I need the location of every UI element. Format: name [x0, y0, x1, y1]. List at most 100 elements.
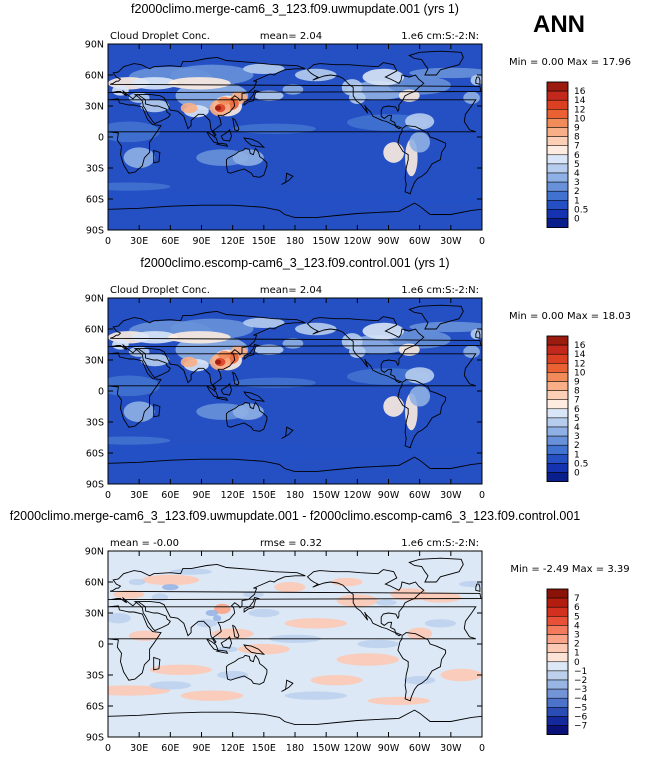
colorbar-label: 16	[574, 341, 586, 351]
coastline	[153, 656, 161, 671]
field-blob	[232, 377, 316, 388]
lon-tick-label: 30E	[130, 236, 148, 247]
field-blob	[398, 343, 420, 356]
colorbar-box	[546, 344, 569, 355]
colorbar-box	[546, 444, 569, 455]
field-blob	[409, 385, 431, 407]
field-blob	[108, 190, 482, 208]
lon-tick-label: 60E	[161, 236, 179, 247]
lon-tick-label: 120W	[344, 743, 372, 754]
field-blob	[131, 77, 178, 90]
lon-tick-label: 0	[105, 236, 111, 247]
colorbar-label: 6	[574, 603, 580, 613]
field-blob	[282, 338, 304, 349]
colorbar-label: 14	[574, 96, 586, 106]
lon-tick-label: 90E	[192, 490, 210, 501]
colorbar-box	[546, 688, 569, 699]
colorbar-label: 2	[574, 640, 580, 650]
coastline	[108, 605, 477, 681]
panel-group: f2000climo.merge-cam6_3_123.f09.uwmupdat…	[10, 2, 631, 754]
panel-units-label: 1.e6 cm:S:-2:N:	[401, 538, 479, 549]
field-blob	[284, 691, 347, 700]
colorbar-box	[546, 390, 569, 400]
field-blob	[213, 603, 231, 615]
field-blob	[398, 89, 420, 102]
coastline	[108, 98, 477, 174]
coastline	[206, 131, 219, 144]
field-blob	[463, 345, 480, 358]
colorbar-label: −2	[574, 676, 587, 686]
coastline	[108, 56, 482, 137]
lon-tick-label: 0	[105, 743, 111, 754]
field-blob	[170, 568, 212, 575]
field-blob	[217, 646, 238, 653]
lat-tick-label: 60N	[85, 578, 104, 589]
field-layer	[108, 298, 482, 484]
colorbar-box	[546, 381, 569, 391]
colorbar-label: 6	[574, 151, 580, 161]
colorbar-box	[546, 716, 569, 726]
coastline	[215, 649, 229, 654]
field-blob	[383, 396, 405, 417]
season-label: ANN	[533, 11, 585, 38]
lat-tick-label: 30N	[85, 102, 104, 113]
field-blob	[404, 676, 436, 685]
coastline	[225, 401, 268, 432]
map-panel-1: f2000climo.merge-cam6_3_123.f09.uwmupdat…	[85, 2, 631, 247]
colorbar-label: 1	[574, 649, 580, 659]
lat-tick-label: 90S	[86, 733, 104, 744]
coastline	[475, 583, 481, 592]
lon-tick-label: 120E	[221, 236, 245, 247]
colorbar-box	[546, 679, 569, 690]
coastline	[243, 137, 266, 148]
map-panel-2: f2000climo.escomp-cam6_3_123.f09.control…	[85, 256, 631, 501]
field-blob	[274, 582, 306, 593]
coastline	[232, 371, 240, 386]
field-blob	[131, 331, 178, 344]
min-max-label: Min = 0.00 Max = 17.96	[509, 57, 631, 68]
field-blob	[243, 591, 264, 598]
lat-tick-label: 0	[98, 640, 104, 651]
field-blob	[108, 613, 131, 624]
lon-tick-label: 90W	[378, 236, 400, 247]
field-blob	[243, 63, 285, 74]
lat-tick-label: 30S	[86, 418, 104, 429]
colorbar-label: −1	[574, 667, 587, 677]
field-blob	[180, 102, 198, 114]
lon-tick-label: 150E	[252, 236, 276, 247]
colorbar-box	[546, 172, 569, 183]
colorbar-box	[546, 109, 569, 119]
colorbar-label: 1	[574, 196, 580, 206]
field-blob	[419, 592, 462, 603]
field-blob	[407, 627, 433, 640]
lon-tick-label: 60W	[409, 236, 431, 247]
colorbar-label: −5	[574, 703, 587, 713]
coastline	[232, 624, 240, 639]
field-blob	[405, 367, 435, 384]
coastline	[108, 202, 482, 230]
lon-tick-label: 120W	[344, 490, 372, 501]
coastline	[220, 128, 233, 142]
colorbar-label: 3	[574, 631, 580, 641]
coastline	[220, 382, 233, 396]
lat-tick-label: 30N	[85, 609, 104, 620]
colorbar-label: −4	[574, 694, 588, 704]
colorbar-box	[546, 588, 569, 599]
field-blob	[149, 681, 192, 690]
lon-tick-label: 90E	[192, 236, 210, 247]
colorbar-frame	[546, 335, 569, 483]
colorbar-box	[546, 606, 569, 617]
colorbar-box	[546, 463, 569, 473]
colorbar-label: 10	[574, 114, 586, 124]
field-blob	[463, 91, 480, 104]
colorbar-label: 7	[574, 594, 580, 604]
colorbar-box	[546, 118, 569, 128]
colorbar-frame	[546, 588, 569, 736]
lon-tick-label: 60E	[161, 490, 179, 501]
lon-tick-label: 30W	[440, 490, 462, 501]
lon-tick-label: 60W	[409, 743, 431, 754]
panel-center-label: mean= 2.04	[260, 285, 322, 296]
field-blob	[405, 113, 435, 130]
field-blob	[295, 322, 337, 336]
coastline	[225, 147, 268, 178]
